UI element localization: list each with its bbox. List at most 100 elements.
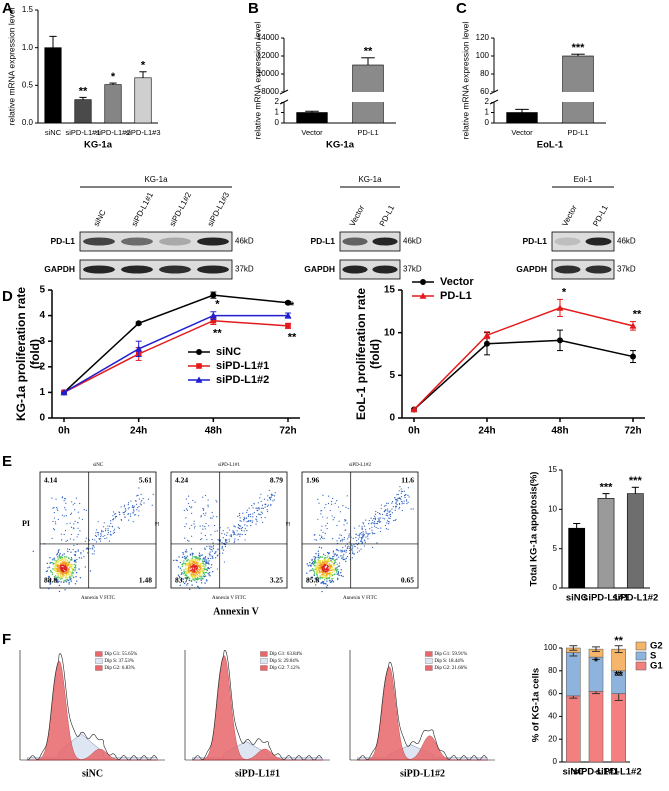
event-dot bbox=[222, 537, 224, 539]
event-dot bbox=[82, 550, 84, 552]
event-dot bbox=[197, 586, 200, 589]
event-dot bbox=[372, 533, 374, 535]
event-dot bbox=[337, 572, 340, 574]
event-dot bbox=[132, 521, 134, 523]
event-dot bbox=[197, 561, 200, 564]
event-dot bbox=[379, 512, 381, 515]
x-tick-label: siPD-L1#1 bbox=[573, 767, 620, 778]
event-dot bbox=[64, 497, 66, 500]
significance: ** bbox=[288, 331, 297, 343]
event-dot bbox=[328, 552, 330, 554]
event-dot bbox=[63, 557, 65, 560]
event-dot bbox=[211, 512, 213, 514]
event-dot bbox=[205, 562, 208, 565]
event-dot bbox=[74, 554, 76, 557]
event-dot bbox=[58, 554, 61, 556]
event-dot bbox=[225, 541, 227, 543]
significance: * bbox=[594, 656, 599, 668]
event-dot bbox=[58, 577, 60, 579]
event-dot bbox=[388, 522, 390, 525]
event-dot bbox=[190, 566, 192, 568]
event-dot bbox=[338, 562, 341, 564]
y-axis-label: % of KG-1a cells bbox=[531, 668, 542, 742]
event-dot bbox=[185, 571, 188, 573]
event-dot bbox=[107, 530, 109, 532]
event-dot bbox=[222, 552, 224, 554]
event-dot bbox=[193, 572, 195, 575]
event-dot bbox=[354, 545, 356, 548]
event-dot bbox=[401, 503, 403, 505]
event-dot bbox=[316, 579, 319, 581]
event-dot bbox=[205, 522, 207, 525]
event-dot bbox=[184, 557, 186, 560]
event-dot bbox=[332, 557, 334, 560]
bar bbox=[44, 47, 62, 124]
event-dot bbox=[228, 538, 230, 540]
event-dot bbox=[311, 563, 313, 565]
panel-letter: D bbox=[2, 288, 13, 305]
event-dot bbox=[323, 574, 326, 577]
event-dot bbox=[56, 506, 58, 509]
blot-title: KG-1a bbox=[358, 175, 382, 184]
bar bbox=[134, 77, 152, 124]
axis-break-mark bbox=[279, 99, 289, 105]
event-dot bbox=[52, 563, 54, 565]
event-dot bbox=[110, 522, 112, 525]
event-dot bbox=[335, 571, 338, 573]
event-dot bbox=[55, 498, 57, 500]
event-dot bbox=[236, 534, 238, 536]
row-label: GAPDH bbox=[44, 264, 75, 274]
blot-strip bbox=[339, 259, 401, 280]
event-dot bbox=[327, 577, 329, 579]
event-dot bbox=[208, 553, 210, 555]
y-tick-label: 8000 bbox=[261, 87, 279, 96]
bar bbox=[597, 498, 615, 589]
event-dot bbox=[407, 501, 409, 503]
event-dot bbox=[202, 564, 205, 567]
event-dot bbox=[76, 558, 78, 560]
event-dot bbox=[83, 509, 85, 511]
event-dot bbox=[351, 557, 353, 559]
size-label: 37kD bbox=[235, 265, 254, 274]
event-dot bbox=[187, 583, 189, 585]
phase-g2 bbox=[192, 748, 323, 761]
event-dot bbox=[331, 574, 334, 577]
event-dot bbox=[326, 573, 329, 575]
event-dot bbox=[326, 580, 328, 582]
event-dot bbox=[313, 560, 316, 562]
event-dot bbox=[181, 556, 184, 558]
event-dot bbox=[67, 564, 69, 567]
event-dot bbox=[321, 564, 323, 567]
event-dot bbox=[123, 504, 126, 506]
event-dot bbox=[100, 534, 102, 536]
quadrant-value: 11.6 bbox=[401, 476, 414, 485]
event-dot bbox=[247, 520, 249, 522]
event-dot bbox=[329, 572, 332, 574]
event-dot bbox=[311, 576, 313, 578]
event-dot bbox=[58, 590, 61, 593]
event-dot bbox=[84, 566, 86, 568]
event-dot bbox=[325, 525, 327, 527]
event-dot bbox=[57, 550, 60, 552]
event-dot bbox=[51, 573, 54, 576]
event-dot bbox=[56, 577, 58, 579]
event-dot bbox=[374, 515, 376, 517]
row-label: PD-L1 bbox=[50, 236, 75, 246]
event-dot bbox=[196, 567, 198, 569]
event-dot bbox=[194, 525, 196, 527]
legend-swatch bbox=[260, 651, 268, 657]
event-dot bbox=[57, 561, 60, 563]
event-dot bbox=[333, 570, 335, 572]
event-dot bbox=[191, 524, 193, 526]
y-tick-label: 1 bbox=[275, 108, 280, 117]
event-dot bbox=[79, 577, 82, 579]
event-dot bbox=[49, 583, 51, 585]
event-dot bbox=[317, 498, 319, 501]
event-dot bbox=[345, 560, 347, 562]
event-dot bbox=[338, 537, 340, 539]
event-dot bbox=[322, 581, 325, 583]
event-dot bbox=[50, 578, 52, 581]
y-axis-label: relative mRNA expression level bbox=[6, 8, 16, 126]
axis-break-mark bbox=[279, 89, 289, 95]
event-dot bbox=[249, 513, 252, 516]
